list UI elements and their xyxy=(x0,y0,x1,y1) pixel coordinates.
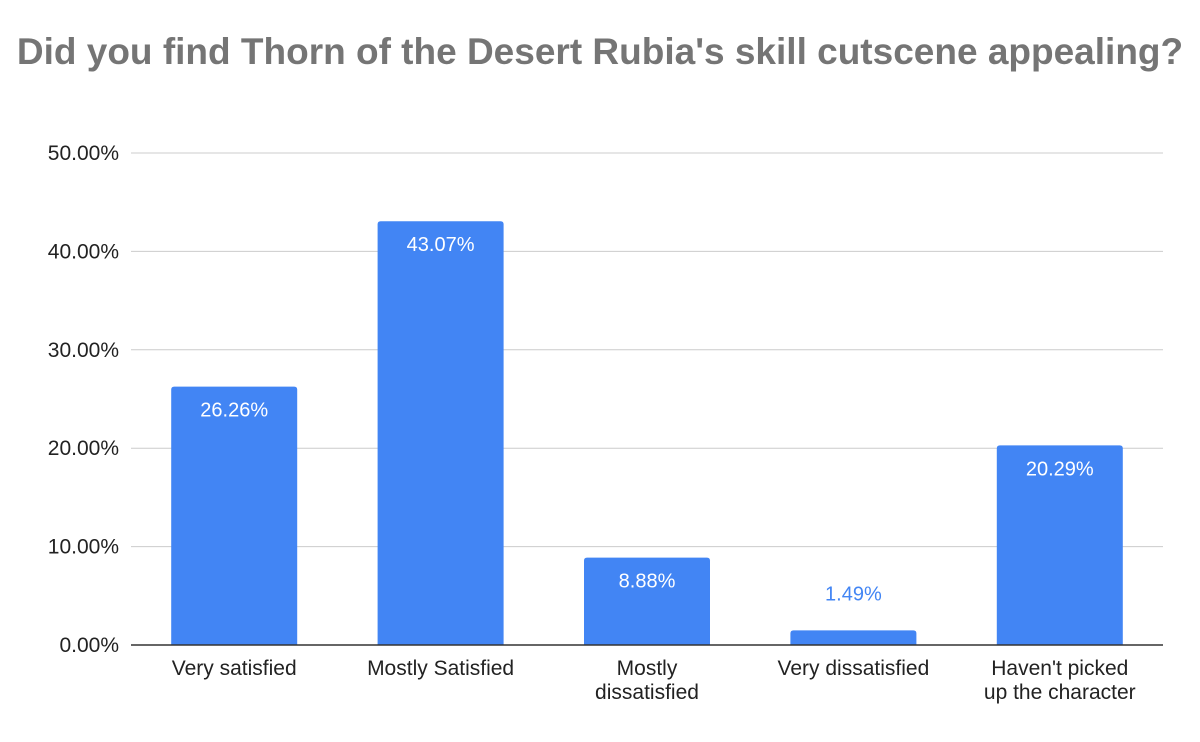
data-label: 8.88% xyxy=(619,571,676,593)
bar xyxy=(996,445,1123,645)
bar xyxy=(171,386,298,645)
x-category-label: Very dissatisfied xyxy=(778,657,930,680)
chart-title: Did you find Thorn of the Desert Rubia's… xyxy=(16,31,1184,72)
data-label: 1.49% xyxy=(825,583,882,605)
bar xyxy=(584,557,710,645)
x-category-label: up the character xyxy=(984,681,1136,704)
y-tick-label: 0.00% xyxy=(59,634,119,657)
data-label: 26.26% xyxy=(200,400,268,422)
y-tick-label: 10.00% xyxy=(48,536,119,559)
x-category-label: Mostly xyxy=(617,657,678,680)
y-tick-label: 20.00% xyxy=(48,437,119,460)
data-label: 20.29% xyxy=(1026,458,1094,480)
y-tick-label: 50.00% xyxy=(48,142,119,165)
y-tick-label: 40.00% xyxy=(48,240,119,263)
x-category-label: Mostly Satisfied xyxy=(367,657,514,680)
x-category-label: Very satisfied xyxy=(172,657,297,680)
y-tick-label: 30.00% xyxy=(48,339,119,362)
data-label: 43.07% xyxy=(407,234,475,256)
bar xyxy=(377,221,504,645)
bar xyxy=(790,630,917,645)
x-category-label: dissatisfied xyxy=(595,681,699,704)
x-category-label: Haven't picked xyxy=(991,657,1128,680)
